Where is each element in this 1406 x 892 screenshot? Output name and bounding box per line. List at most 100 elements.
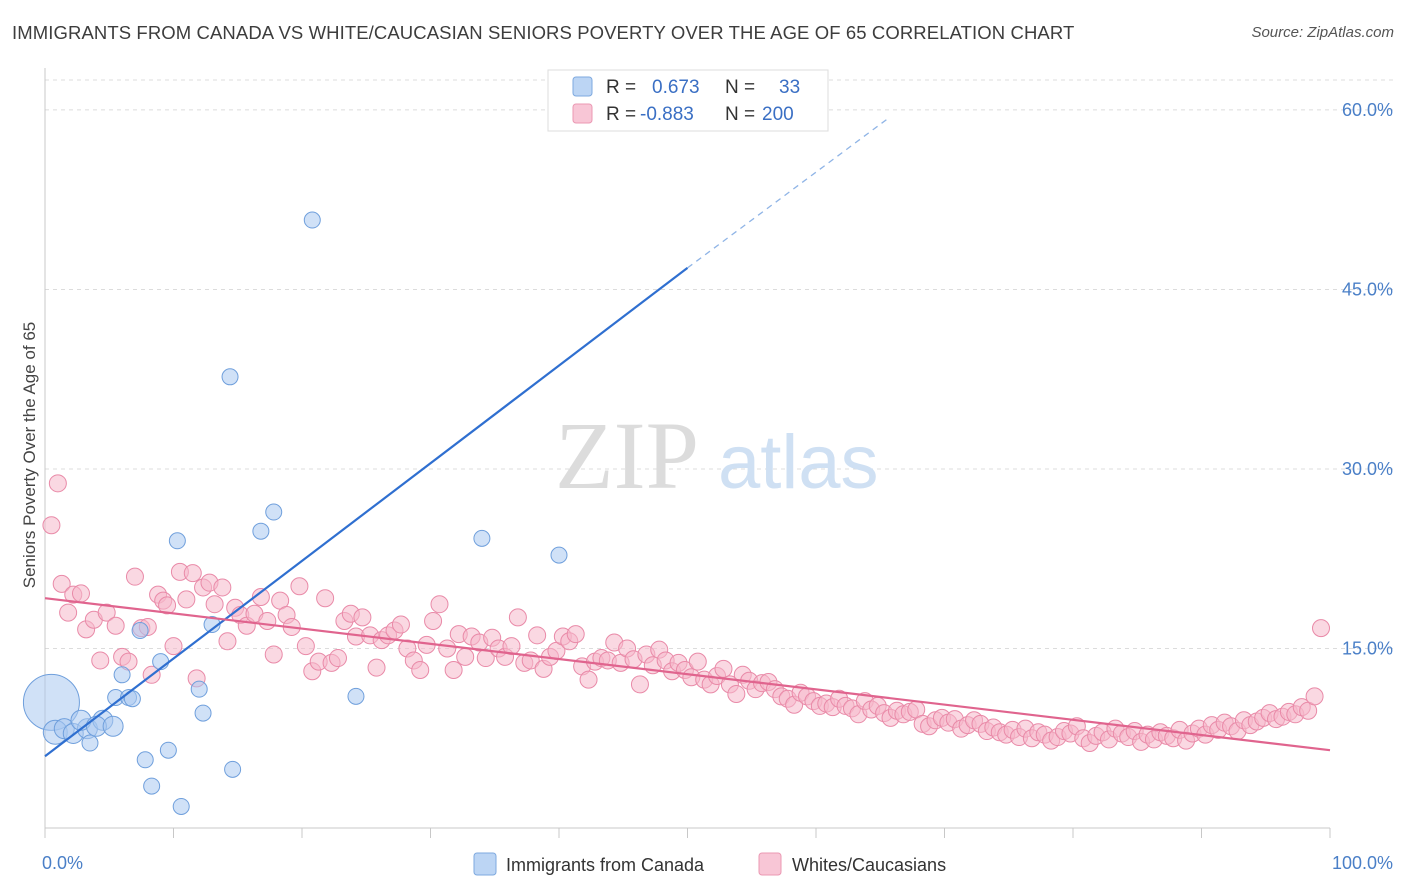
- pink-point-61: [424, 611, 443, 630]
- x-tick-label-1: 100.0%: [1332, 853, 1393, 873]
- pink-point-59: [411, 661, 430, 680]
- pink-point-50: [353, 608, 372, 627]
- blue-series-points: [22, 99, 581, 815]
- pink-point-10: [106, 616, 125, 635]
- pink-point-102: [688, 652, 707, 671]
- legend-swatch-blue: [572, 76, 593, 97]
- legend-r-label-1: R =: [606, 77, 636, 98]
- pink-point-83: [566, 625, 585, 644]
- blue-point-29: [347, 687, 365, 705]
- pink-point-44: [316, 589, 335, 608]
- bottom-legend-swatch-pink: [758, 852, 782, 876]
- blue-point-19: [168, 532, 186, 550]
- pink-point-23: [183, 564, 202, 583]
- pink-point-13: [125, 567, 144, 586]
- pink-point-74: [508, 608, 527, 627]
- pink-point-106: [714, 659, 733, 678]
- chart-source: Source: ZipAtlas.com: [1251, 24, 1394, 41]
- legend-r-label-2: R =: [606, 104, 636, 125]
- legend-n-value-1: 33: [779, 77, 800, 98]
- bottom-legend-label-blue: Immigrants from Canada: [506, 855, 705, 875]
- pink-point-35: [258, 611, 277, 630]
- grid-lines: [45, 79, 1395, 649]
- pink-point-85: [579, 670, 598, 689]
- bottom-legend-label-pink: Whites/Caucasians: [792, 855, 946, 875]
- blue-point-16: [143, 777, 161, 795]
- watermark-atlas: atlas: [718, 420, 879, 505]
- blue-point-22: [194, 704, 212, 722]
- blue-point-18: [159, 741, 177, 759]
- blue-point-20: [172, 797, 190, 815]
- blue-point-27: [265, 503, 283, 521]
- pink-point-73: [502, 637, 521, 656]
- y-tick-label-0: 15.0%: [1342, 638, 1393, 658]
- pink-point-46: [328, 649, 347, 668]
- watermark-zip: ZIP: [555, 402, 699, 509]
- legend-r-value-2: -0.883: [640, 104, 694, 125]
- pink-series-points: [42, 474, 1331, 753]
- chart-title: IMMIGRANTS FROM CANADA VS WHITE/CAUCASIA…: [12, 22, 1075, 43]
- y-tick-labels: 15.0% 30.0% 45.0% 60.0%: [1342, 100, 1393, 659]
- y-axis-label: Seniors Poverty Over the Age of 65: [20, 322, 39, 588]
- pink-point-63: [438, 639, 457, 658]
- legend-n-label-2: N =: [725, 104, 755, 125]
- blue-point-24: [221, 368, 239, 386]
- blue-trendline: [44, 267, 689, 758]
- pink-point-66: [456, 647, 475, 666]
- pink-point-41: [296, 637, 315, 656]
- blue-point-30: [473, 529, 491, 547]
- blue-point-26: [252, 522, 270, 540]
- blue-point-14: [131, 622, 149, 640]
- pink-point-36: [264, 645, 283, 664]
- pink-point-93: [630, 675, 649, 694]
- blue-point-6: [81, 734, 99, 752]
- legend-n-label-1: N =: [725, 77, 755, 98]
- blue-point-11: [113, 666, 131, 684]
- legend-n-value-2: 200: [762, 104, 794, 125]
- pink-point-1: [48, 474, 67, 493]
- blue-point-25: [224, 760, 242, 778]
- pink-point-40: [290, 577, 309, 596]
- pink-point-9: [97, 603, 116, 622]
- y-tick-label-3: 60.0%: [1342, 100, 1393, 120]
- x-tick-labels: 0.0% 100.0%: [42, 853, 1393, 873]
- pink-point-64: [444, 661, 463, 680]
- pink-point-29: [218, 632, 237, 651]
- bottom-legend-swatch-blue: [473, 852, 497, 876]
- y-tick-label-2: 45.0%: [1342, 279, 1393, 299]
- pink-point-2: [52, 574, 71, 593]
- trendlines: [44, 118, 1331, 758]
- legend: R = 0.673 N = 33 R = -0.883 N = 200: [547, 69, 829, 132]
- pink-point-52: [367, 658, 386, 677]
- pink-point-3: [59, 603, 78, 622]
- blue-point-31: [550, 546, 568, 564]
- blue-point-21: [190, 680, 208, 698]
- blue-point-15: [136, 751, 154, 769]
- pink-point-5: [71, 584, 90, 603]
- legend-swatch-pink: [572, 103, 593, 124]
- bottom-legend: Immigrants from Canada Whites/Caucasians: [473, 852, 946, 876]
- pink-point-22: [177, 590, 196, 609]
- pink-point-199: [1312, 619, 1331, 638]
- pink-point-27: [205, 595, 224, 614]
- pink-point-8: [91, 651, 110, 670]
- pink-point-20: [164, 637, 183, 656]
- pink-point-108: [727, 684, 746, 703]
- pink-trendline: [44, 597, 1331, 752]
- pink-point-77: [528, 626, 547, 645]
- pink-point-198: [1305, 687, 1324, 706]
- blue-trendline-extension: [687, 118, 888, 269]
- pink-point-28: [213, 578, 232, 597]
- legend-box: [547, 69, 829, 132]
- pink-point-19: [158, 596, 177, 615]
- blue-point-23: [203, 616, 221, 634]
- x-tick-label-0: 0.0%: [42, 853, 83, 873]
- pink-point-34: [251, 588, 270, 607]
- watermark: ZIP atlas: [555, 402, 879, 509]
- legend-r-value-1: 0.673: [652, 77, 700, 98]
- y-tick-label-1: 30.0%: [1342, 459, 1393, 479]
- pink-point-0: [42, 516, 61, 535]
- pink-point-56: [391, 615, 410, 634]
- blue-point-9: [102, 715, 124, 737]
